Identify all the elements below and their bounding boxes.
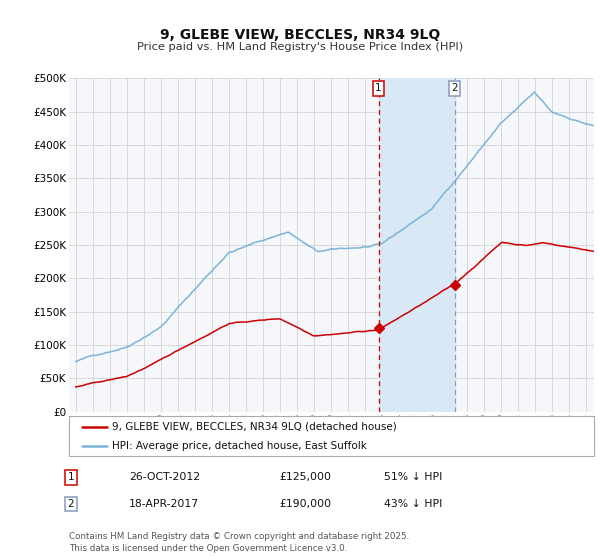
Text: 9, GLEBE VIEW, BECCLES, NR34 9LQ (detached house): 9, GLEBE VIEW, BECCLES, NR34 9LQ (detach…	[112, 422, 397, 432]
Text: 51% ↓ HPI: 51% ↓ HPI	[384, 472, 442, 482]
Text: HPI: Average price, detached house, East Suffolk: HPI: Average price, detached house, East…	[112, 441, 367, 451]
Text: 18-APR-2017: 18-APR-2017	[129, 499, 199, 509]
Text: £190,000: £190,000	[279, 499, 331, 509]
Text: 1: 1	[67, 472, 74, 482]
Bar	[379, 78, 455, 412]
Text: 1: 1	[375, 83, 382, 94]
Text: Contains HM Land Registry data © Crown copyright and database right 2025.
This d: Contains HM Land Registry data © Crown c…	[69, 532, 409, 553]
Text: 2: 2	[67, 499, 74, 509]
Text: £125,000: £125,000	[279, 472, 331, 482]
Text: 43% ↓ HPI: 43% ↓ HPI	[384, 499, 442, 509]
Text: 2: 2	[451, 83, 458, 94]
Text: 26-OCT-2012: 26-OCT-2012	[129, 472, 200, 482]
Text: 9, GLEBE VIEW, BECCLES, NR34 9LQ: 9, GLEBE VIEW, BECCLES, NR34 9LQ	[160, 28, 440, 42]
Text: Price paid vs. HM Land Registry's House Price Index (HPI): Price paid vs. HM Land Registry's House …	[137, 42, 463, 52]
